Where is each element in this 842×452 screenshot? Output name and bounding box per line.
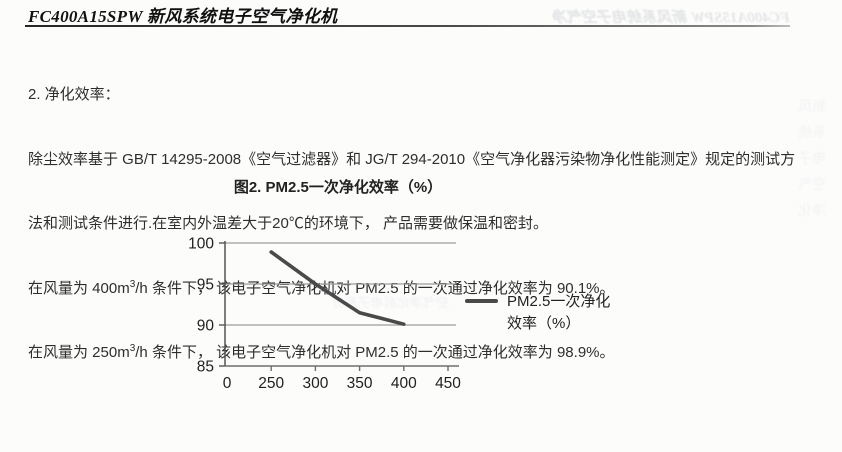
line-chart: 85 90 95 100 0 250 300 350 400 450 — [185, 233, 495, 405]
body-line-3-pre: 在风量为 400m — [28, 279, 130, 297]
body-line-2: 法和测试条件进行.在室内外温差大于20℃的环境下， 产品需要做保温和密封。 — [28, 215, 549, 232]
body-line-1: 除尘效率基于 GB/T 14295-2008《空气过滤器》和 JG/T 294-… — [28, 150, 796, 168]
scan-bleed-artifact-top: FC400A15SPW 新风系统电子空气净 — [553, 10, 790, 26]
x-tick-label-350: 350 — [347, 375, 373, 392]
cubic-meter-superscript: 3 — [129, 278, 136, 290]
section-heading: 2. 净化效率： — [28, 86, 120, 103]
body-line-4-pre: 在风量为 250m — [28, 344, 130, 361]
section-body: 2. 净化效率： 除尘效率基于 GB/T 14295-2008《空气过滤器》和 … — [28, 41, 828, 407]
body-line-4-post: /h 条件下， 该电子空气净化机对 PM2.5 的一次通过净化效率为 98.9%… — [135, 344, 615, 361]
pm25-efficiency-chart: 85 90 95 100 0 250 300 350 400 450 — [188, 236, 461, 393]
y-tick-label-85: 85 — [197, 359, 214, 376]
y-tick-label-100: 100 — [188, 236, 214, 253]
y-tick-label-95: 95 — [197, 277, 214, 294]
cubic-meter-superscript: 3 — [129, 343, 136, 354]
legend-line-swatch — [465, 299, 498, 303]
legend-label-line-2: 效率（%） — [507, 315, 581, 332]
x-tick-label-0: 0 — [223, 375, 232, 392]
x-tick-label-250: 250 — [258, 375, 284, 392]
figure-caption: 图2. PM2.5一次净化效率（%） — [233, 179, 443, 196]
y-tick-label-90: 90 — [197, 318, 215, 335]
body-line-4: 在风量为 250m3/h 条件下， 该电子空气净化机对 PM2.5 的一次通过净… — [28, 342, 828, 364]
header-divider — [25, 25, 790, 27]
x-tick-label-450: 450 — [435, 375, 461, 392]
x-tick-label-300: 300 — [302, 375, 328, 392]
series-line-pm25-efficiency — [269, 250, 406, 326]
x-tick-label-400: 400 — [391, 375, 417, 392]
document-title: FC400A15SPW 新风系统电子空气净化机 — [28, 7, 338, 26]
legend-label-line-1: PM2.5一次净化 — [507, 293, 611, 310]
legend-label: PM2.5一次净化 效率（%） — [507, 291, 610, 335]
